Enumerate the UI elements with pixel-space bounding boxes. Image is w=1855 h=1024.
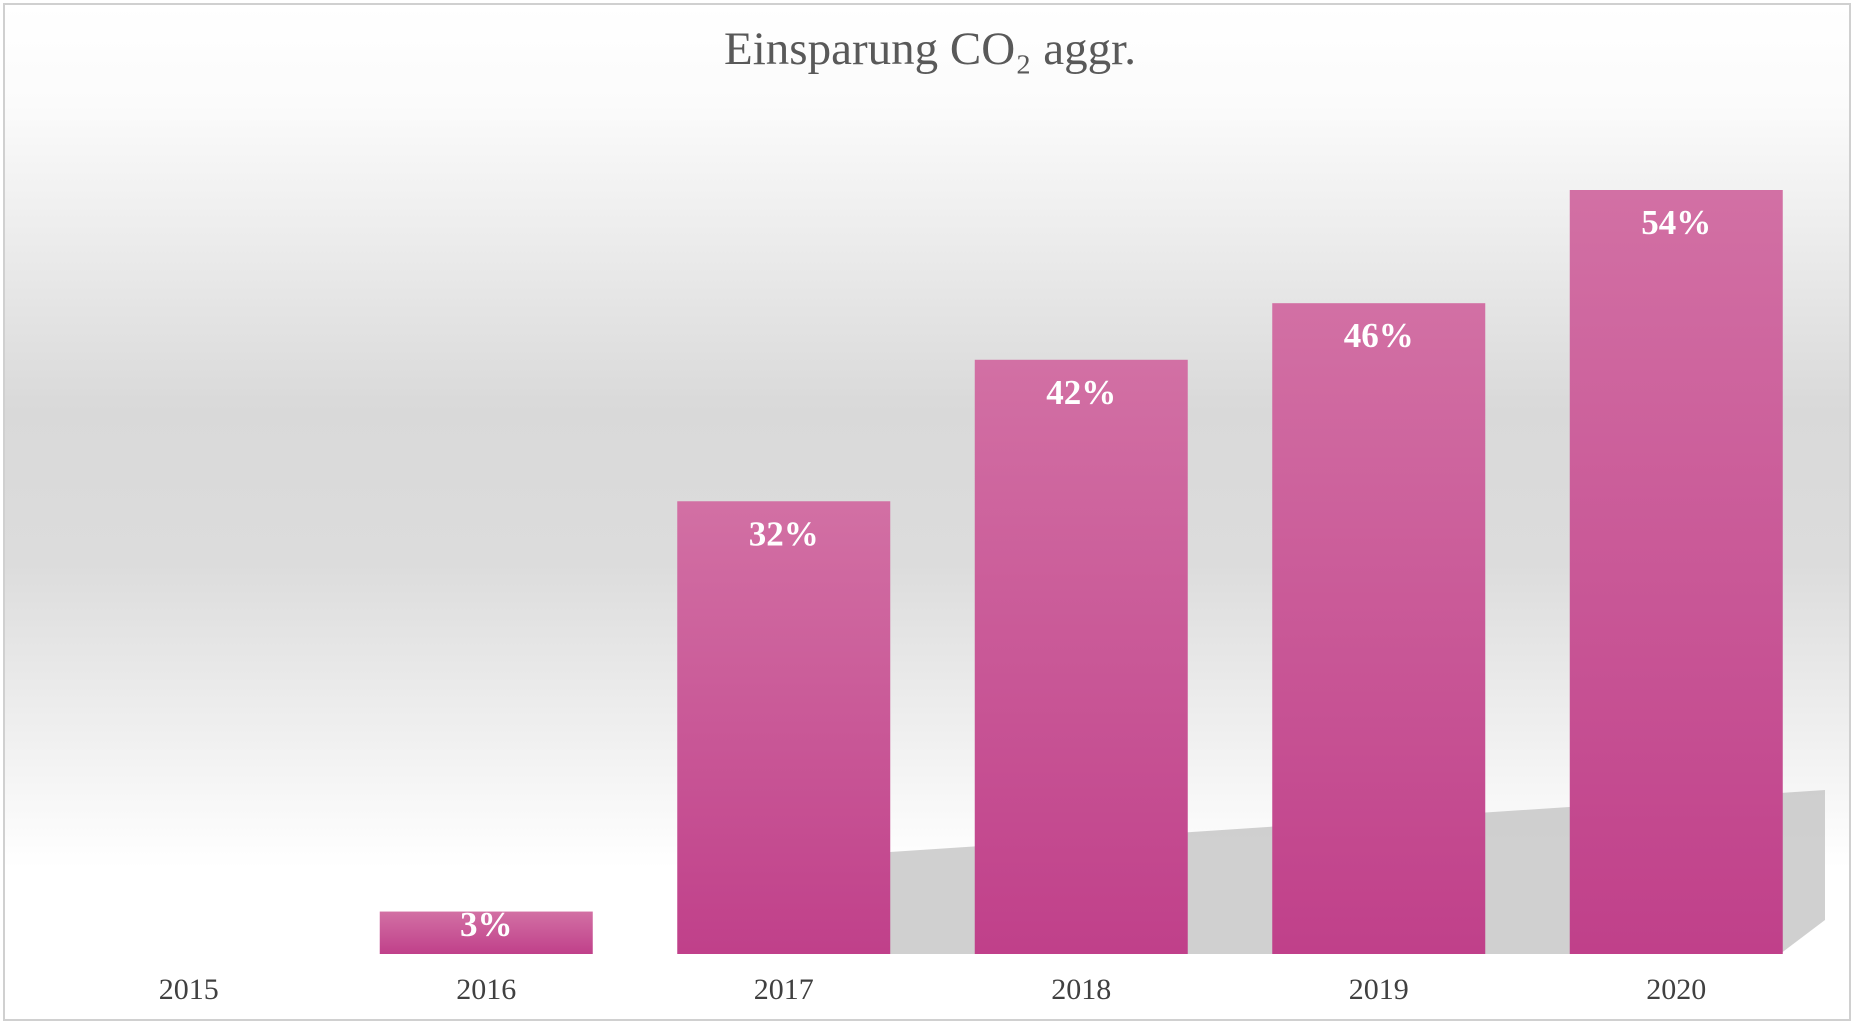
data-label: 3% <box>460 905 513 944</box>
x-tick-label: 2019 <box>1349 973 1409 1006</box>
chart-title: Einsparung CO₂ aggr. <box>724 23 1136 75</box>
data-label: 0% <box>163 905 216 944</box>
data-label: 32% <box>749 514 819 553</box>
x-tick-label: 2020 <box>1646 973 1706 1006</box>
x-tick-label: 2018 <box>1051 973 1111 1006</box>
data-label: 46% <box>1344 316 1414 355</box>
bar <box>1569 190 1783 954</box>
data-label: 54% <box>1641 203 1711 242</box>
bar <box>677 501 891 954</box>
bar <box>974 359 1188 954</box>
bar <box>379 911 593 954</box>
bar <box>1272 303 1486 954</box>
x-tick-label: 2016 <box>456 973 516 1006</box>
data-label: 42% <box>1046 373 1116 412</box>
x-tick-label: 2015 <box>159 973 219 1006</box>
x-tick-label: 2017 <box>754 973 814 1006</box>
